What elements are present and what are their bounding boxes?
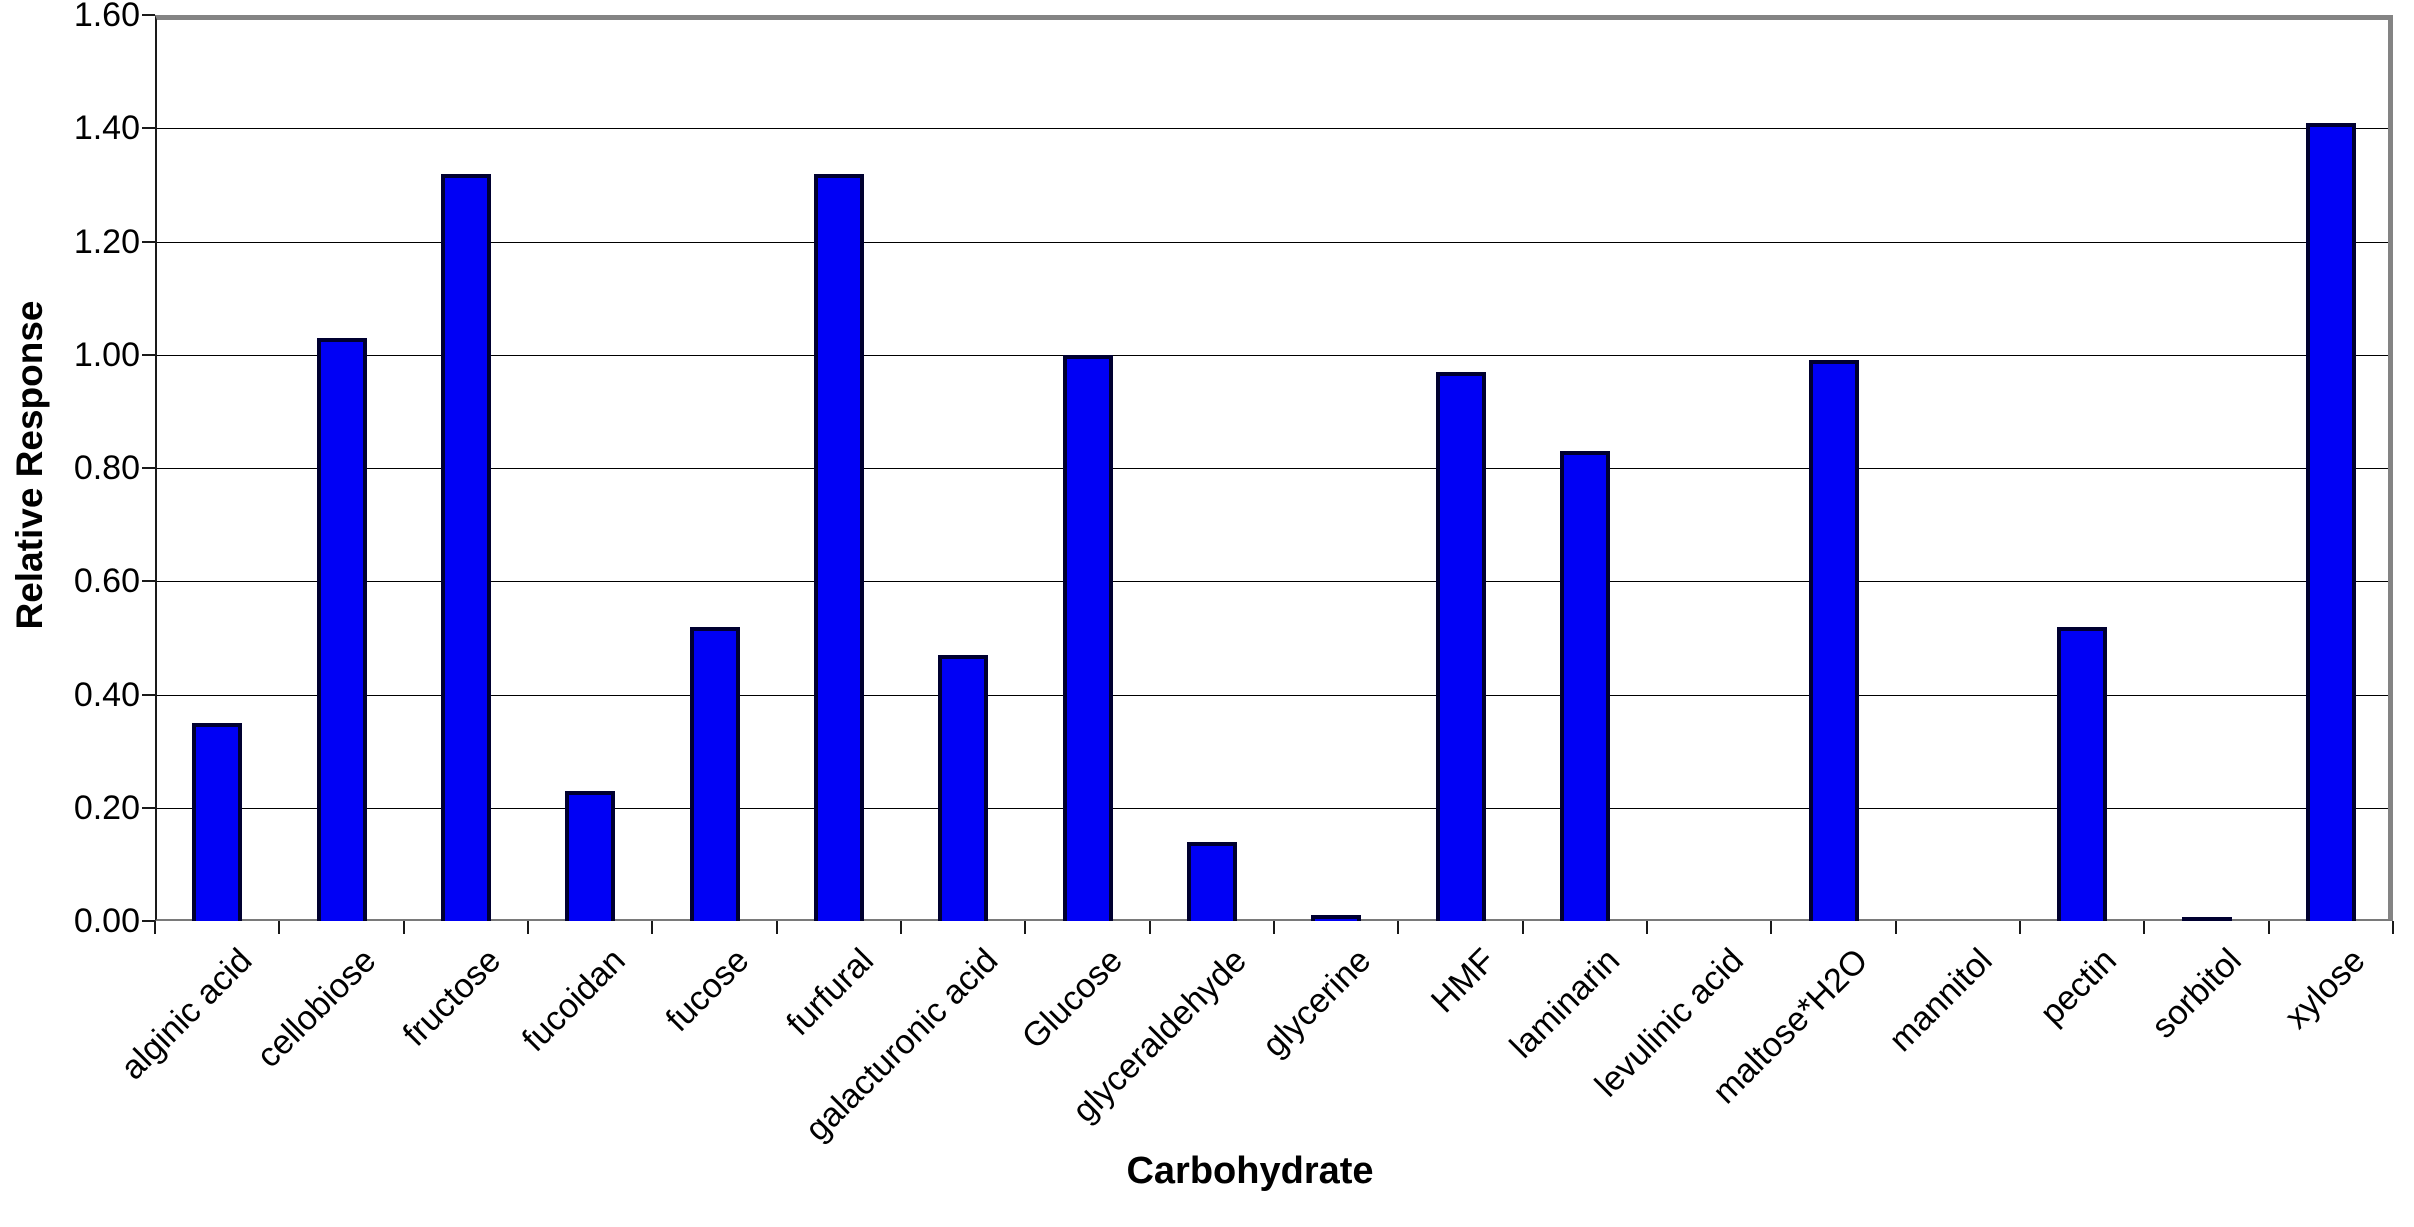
bar-laminarin xyxy=(1560,451,1610,921)
x-axis-tick xyxy=(1397,921,1399,934)
y-axis-tick xyxy=(142,920,155,922)
x-axis-tick xyxy=(776,921,778,934)
x-axis-title: Carbohydrate xyxy=(1126,1150,1374,1192)
y-tick-label-1.00: 1.00 xyxy=(73,335,140,374)
x-category-label-glycerine: glycerine xyxy=(1255,941,1379,1065)
x-axis-tick xyxy=(900,921,902,934)
gridline-1.40 xyxy=(157,128,2388,130)
x-axis-tick xyxy=(278,921,280,934)
x-axis-tick xyxy=(2268,921,2270,934)
y-tick-label-0.40: 0.40 xyxy=(73,675,140,714)
y-tick-label-1.60: 1.60 xyxy=(73,0,140,34)
x-category-label-mannitol: mannitol xyxy=(1882,941,2001,1060)
bar-sorbitol xyxy=(2182,917,2232,921)
x-axis-tick xyxy=(403,921,405,934)
gridline-0.40 xyxy=(157,694,2388,696)
x-axis-tick xyxy=(1149,921,1151,934)
x-category-label-cellobiose: cellobiose xyxy=(249,941,384,1076)
x-axis-tick xyxy=(154,921,156,934)
gridline-1.00 xyxy=(157,354,2388,356)
x-axis-tick xyxy=(1024,921,1026,934)
x-axis-tick xyxy=(1770,921,1772,934)
y-tick-label-1.20: 1.20 xyxy=(73,222,140,261)
y-axis-tick xyxy=(142,580,155,583)
x-axis-tick xyxy=(651,921,653,934)
bar-fucose xyxy=(690,627,740,921)
x-category-label-alginic-acid: alginic acid xyxy=(113,941,260,1088)
y-axis-tick xyxy=(142,14,155,16)
y-axis-tick xyxy=(142,353,155,356)
y-tick-label-0.20: 0.20 xyxy=(73,788,140,827)
x-category-label-hmf: HMF xyxy=(1423,941,1503,1021)
bar-furfural xyxy=(814,174,864,921)
x-axis-tick xyxy=(1646,921,1648,934)
y-axis-tick xyxy=(142,467,155,469)
gridline-0.20 xyxy=(157,807,2388,809)
bar-maltose-h2o xyxy=(1809,360,1859,921)
x-category-label-fucose: fucose xyxy=(658,941,757,1040)
bar-xylose xyxy=(2306,123,2356,921)
gridline-1.20 xyxy=(157,241,2388,243)
x-axis-tick xyxy=(1273,921,1275,934)
x-axis-tick xyxy=(527,921,529,934)
x-category-label-pectin: pectin xyxy=(2033,941,2125,1033)
x-axis-tick xyxy=(1522,921,1524,934)
bar-pectin xyxy=(2057,627,2107,921)
y-tick-label-0.00: 0.00 xyxy=(73,902,140,940)
x-category-label-fucoidan: fucoidan xyxy=(514,941,633,1060)
x-category-label-furfural: furfural xyxy=(779,941,882,1043)
bar-glyceraldehyde xyxy=(1187,842,1237,921)
x-category-label-fructose: fructose xyxy=(395,941,509,1054)
bar-galacturonic-acid xyxy=(938,655,988,921)
x-axis-tick xyxy=(1895,921,1897,934)
bar-glucose xyxy=(1063,355,1113,921)
x-category-label-sorbitol: sorbitol xyxy=(2144,941,2249,1046)
bar-hmf xyxy=(1436,372,1486,921)
gridline-0.80 xyxy=(157,468,2388,469)
x-category-label-glucose: Glucose xyxy=(1014,941,1130,1057)
bar-alginic-acid xyxy=(192,723,242,921)
y-axis-tick xyxy=(142,240,155,243)
y-axis-tick xyxy=(142,806,155,809)
x-category-label-xylose: xylose xyxy=(2277,941,2374,1037)
y-axis-tick xyxy=(142,127,155,130)
x-axis-tick xyxy=(2143,921,2145,934)
bar-glycerine xyxy=(1311,915,1361,921)
x-axis-tick xyxy=(2392,921,2394,934)
y-tick-label-1.40: 1.40 xyxy=(73,109,140,148)
bar-fructose xyxy=(441,174,491,921)
x-axis-tick xyxy=(2019,921,2021,934)
bar-fucoidan xyxy=(565,791,615,921)
bar-cellobiose xyxy=(317,338,367,921)
y-axis-tick xyxy=(142,693,155,696)
plot-area xyxy=(155,15,2393,921)
x-category-label-laminarin: laminarin xyxy=(1502,941,1628,1066)
y-tick-label-0.80: 0.80 xyxy=(73,449,140,487)
gridline-0.60 xyxy=(157,581,2388,583)
y-tick-label-0.60: 0.60 xyxy=(73,562,140,601)
